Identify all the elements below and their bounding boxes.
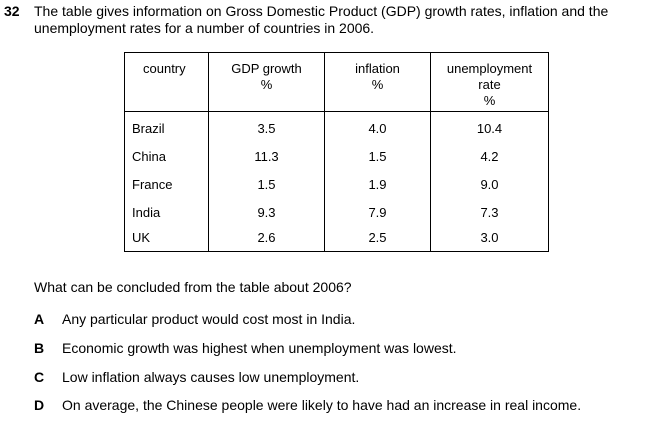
cell-gdp-growth: 1.5 [208,171,325,199]
option-text: Any particular product would cost most i… [62,311,356,327]
header-country: country [124,52,209,112]
cell-unemployment: 10.4 [430,111,549,143]
header-inflation-unit: % [371,77,384,92]
header-country-label: country [143,61,186,76]
table-row: UK 2.6 2.5 3.0 [124,227,549,252]
question-stem-line-2: unemployment rates for a number of count… [34,20,375,36]
table-row: France 1.5 1.9 9.0 [124,171,549,199]
header-inflation: inflation % [324,52,431,112]
cell-inflation: 2.5 [324,227,431,252]
cell-country: UK [124,227,209,252]
header-unemployment-unit: % [483,93,496,108]
cell-unemployment: 9.0 [430,171,549,199]
option-letter: D [34,397,45,413]
cell-country: India [124,199,209,227]
option-letter: B [34,340,45,356]
cell-country: Brazil [124,111,209,143]
question-prompt: What can be concluded from the table abo… [34,279,352,295]
cell-inflation: 1.9 [324,171,431,199]
cell-gdp-growth: 11.3 [208,143,325,171]
table-row: China 11.3 1.5 4.2 [124,143,549,171]
cell-inflation: 7.9 [324,199,431,227]
header-inflation-label: inflation [355,61,400,76]
data-table: country GDP growth % inflation % unemplo… [124,52,549,252]
header-gdp-growth: GDP growth % [208,52,325,112]
question-stem-line-1: The table gives information on Gross Dom… [34,3,609,19]
cell-unemployment: 4.2 [430,143,549,171]
table-row: Brazil 3.5 4.0 10.4 [124,111,549,143]
option-text: Economic growth was highest when unemplo… [62,340,457,356]
cell-inflation: 4.0 [324,111,431,143]
table-row: India 9.3 7.9 7.3 [124,199,549,227]
cell-country: China [124,143,209,171]
option-text: Low inflation always causes low unemploy… [62,369,360,385]
table-header-row: country GDP growth % inflation % unemplo… [124,52,549,112]
cell-gdp-growth: 2.6 [208,227,325,252]
header-unemployment-rate: unemployment rate % [430,52,549,112]
question-number: 32 [4,3,20,19]
header-unemployment-label: unemployment [446,61,533,76]
cell-inflation: 1.5 [324,143,431,171]
cell-country: France [124,171,209,199]
cell-gdp-growth: 9.3 [208,199,325,227]
header-gdp-label: GDP growth [231,61,302,76]
option-text: On average, the Chinese people were like… [62,397,582,413]
question-stem: The table gives information on Gross Dom… [34,3,670,37]
header-unemployment-label-2: rate [478,77,501,92]
option-letter: A [34,311,45,327]
header-gdp-unit: % [260,77,273,92]
option-letter: C [34,369,45,385]
cell-unemployment: 3.0 [430,227,549,252]
cell-gdp-growth: 3.5 [208,111,325,143]
cell-unemployment: 7.3 [430,199,549,227]
